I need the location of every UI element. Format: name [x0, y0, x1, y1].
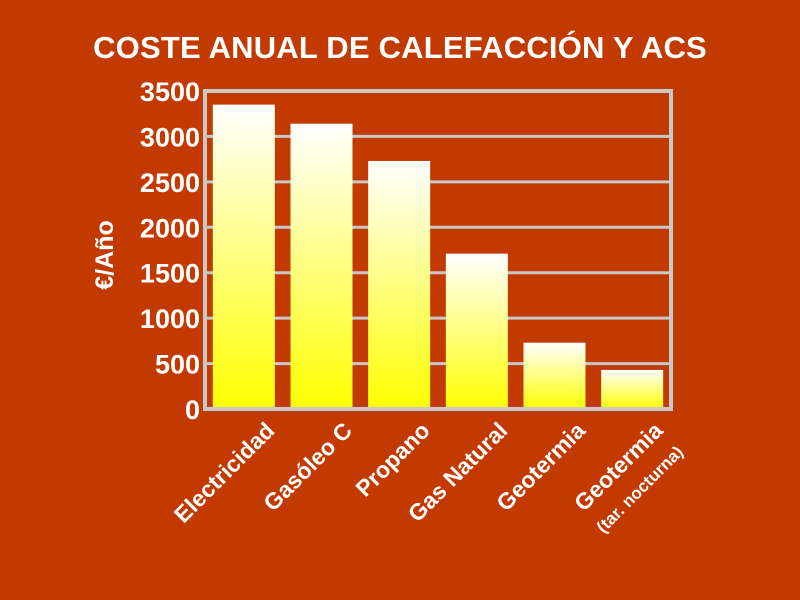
x-category-label: Electricidad [169, 417, 280, 528]
y-tick-label: 0 [185, 395, 200, 425]
bar [601, 369, 664, 409]
y-tick-labels: 0 500 1000 1500 2000 2500 3000 3500 [140, 77, 200, 425]
y-tick-label: 500 [155, 350, 200, 380]
bar [212, 104, 275, 409]
plot-border [203, 89, 673, 411]
plot-frame [203, 89, 673, 411]
y-tick-label: 1000 [140, 304, 200, 334]
bar [290, 123, 353, 410]
y-tick-label: 1500 [140, 259, 200, 289]
bar [445, 253, 508, 409]
y-tick-label: 2000 [140, 213, 200, 243]
chart-title: COSTE ANUAL DE CALEFACCIÓN Y ACS [93, 30, 707, 65]
gridlines [205, 89, 671, 411]
y-tick-label: 3000 [140, 122, 200, 152]
bar [368, 160, 431, 409]
y-axis-label: €/Año [91, 220, 119, 289]
bar [523, 342, 586, 409]
bars [212, 104, 664, 410]
y-tick-label: 3500 [140, 77, 200, 107]
y-tick-label: 2500 [140, 168, 200, 198]
